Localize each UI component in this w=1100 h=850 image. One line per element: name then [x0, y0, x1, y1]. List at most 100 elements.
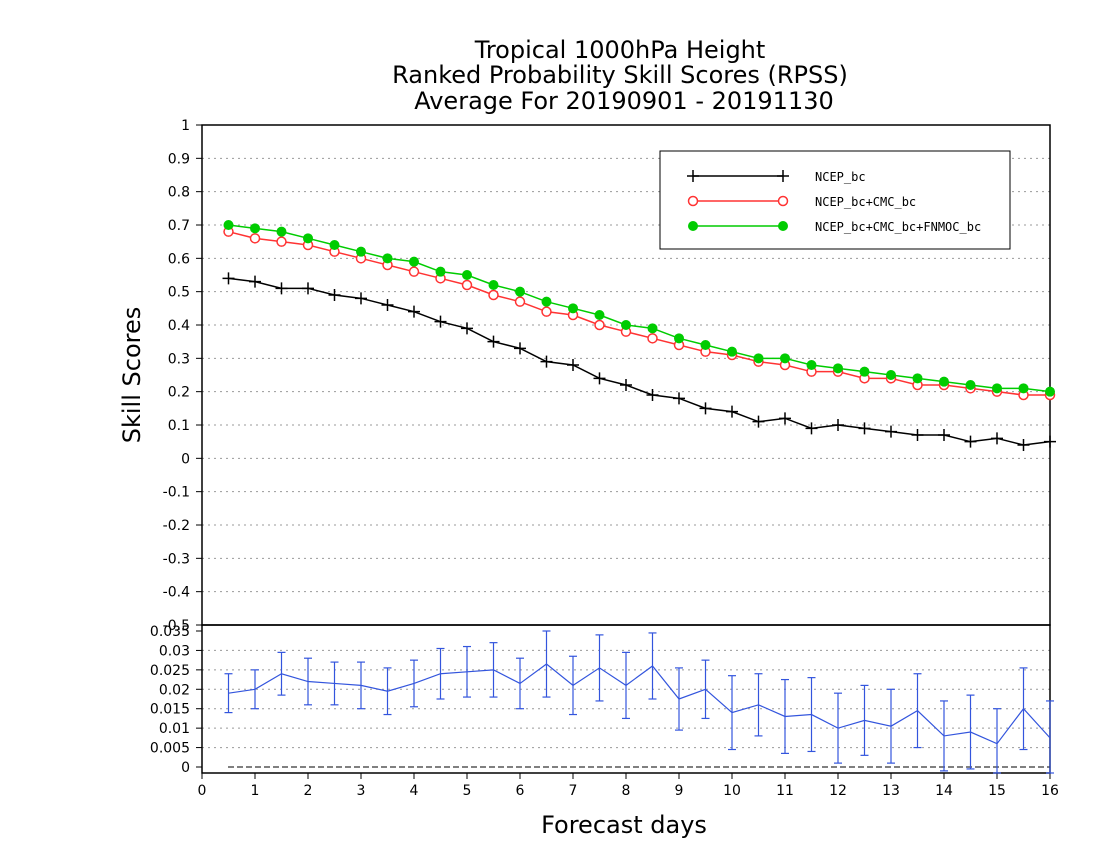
data-point — [939, 376, 949, 387]
data-point — [832, 419, 844, 431]
x-tick-label: 8 — [622, 783, 631, 799]
data-point — [461, 322, 473, 335]
y-tick-label: 0 — [181, 760, 190, 776]
x-tick-label: 1 — [251, 783, 260, 799]
error-bar — [913, 673, 922, 749]
data-point — [833, 363, 843, 374]
data-point — [1045, 386, 1055, 397]
data-point — [462, 270, 472, 280]
chart-title: Tropical 1000hPa Height Ranked Probabili… — [392, 36, 848, 115]
legend-label-ncep: NCEP_bc — [815, 170, 866, 184]
y-tick-label: 0.2 — [168, 385, 190, 401]
error-bar — [463, 645, 471, 698]
bottom-series-layer — [224, 630, 1054, 774]
x-tick-label: 2 — [304, 783, 313, 799]
error-bar — [940, 700, 948, 772]
error-bar — [1019, 667, 1028, 751]
data-point — [435, 266, 446, 277]
data-point — [858, 422, 871, 435]
data-point — [673, 392, 685, 405]
legend-marker-ncep-cmc-fnmoc-right — [778, 221, 788, 231]
data-point — [991, 432, 1003, 445]
data-point — [911, 429, 924, 441]
data-point — [382, 253, 393, 264]
data-point — [620, 379, 632, 391]
x-tick-label: 6 — [516, 783, 525, 799]
legend-box — [659, 150, 1011, 250]
y-tick-label: 0.9 — [168, 151, 190, 167]
data-point — [303, 233, 313, 244]
chart-title-line-1: Tropical 1000hPa Height — [474, 36, 766, 64]
data-point — [329, 240, 340, 250]
x-tick-label: 7 — [569, 783, 578, 799]
error-bar — [357, 661, 365, 710]
x-tick-label: 5 — [463, 783, 472, 799]
x-tick-label: 9 — [675, 783, 684, 799]
top-series-layer — [222, 220, 1056, 451]
x-axis-label: Forecast days — [541, 811, 707, 839]
data-point — [646, 389, 659, 401]
data-point — [409, 256, 419, 267]
data-point — [806, 360, 817, 370]
error-bar — [834, 692, 842, 764]
data-point — [302, 282, 314, 295]
x-tick-label: 14 — [935, 783, 953, 799]
data-point — [567, 359, 579, 371]
error-bar — [277, 651, 286, 696]
data-point — [461, 279, 473, 291]
data-point — [356, 246, 366, 257]
error-bar — [330, 661, 339, 706]
error-bar — [436, 647, 445, 700]
legend-label-ncep-cmc: NCEP_bc+CMC_bc — [815, 195, 916, 209]
legend-marker-ncep-plus-right — [777, 170, 789, 182]
data-point — [1044, 435, 1056, 448]
y-tick-label: 0.015 — [150, 702, 190, 718]
y-tick-label: 0.1 — [168, 418, 190, 434]
data-point — [250, 223, 260, 234]
error-bar — [516, 657, 524, 710]
data-point — [647, 323, 658, 334]
y-tick-label: 0.6 — [168, 251, 190, 267]
bottom-series-line — [228, 663, 1051, 745]
data-point — [355, 292, 367, 305]
error-bar — [728, 675, 736, 751]
data-point — [964, 435, 977, 448]
data-point — [434, 315, 447, 328]
error-bar — [251, 669, 259, 710]
data-point — [965, 380, 976, 390]
y-tick-label: 0.005 — [150, 741, 190, 757]
legend-marker-ncep-cmc-left — [687, 195, 699, 207]
data-point — [275, 282, 288, 295]
y-tick-label: 0.02 — [159, 682, 190, 698]
data-point — [727, 346, 737, 357]
data-point — [541, 296, 552, 307]
data-point — [859, 366, 870, 377]
data-point — [992, 383, 1002, 394]
error-bar — [675, 667, 683, 731]
data-point — [700, 340, 711, 350]
error-bar — [887, 688, 895, 764]
data-point — [488, 280, 499, 290]
data-point — [886, 370, 896, 380]
y-tick-label: -0.1 — [163, 485, 190, 501]
error-bar — [383, 667, 392, 716]
top-y-axis-ticks: 1 0.9 0.8 0.7 0.6 0.5 0.4 0.3 0.2 0.1 0 -0.1 -0.2 -0.… — [163, 118, 202, 634]
data-point — [647, 333, 658, 344]
data-point — [515, 286, 525, 297]
data-point — [1018, 383, 1029, 394]
data-point — [594, 310, 605, 320]
data-point — [726, 405, 738, 418]
error-bar — [489, 642, 498, 698]
data-point — [568, 303, 578, 314]
x-tick-label: 16 — [1041, 783, 1059, 799]
error-bar — [966, 694, 975, 770]
legend-marker-ncep-cmc-fnmoc-left — [688, 221, 698, 231]
series-line — [228, 230, 1050, 396]
series-line — [228, 277, 1051, 446]
data-point — [1017, 439, 1030, 451]
y-tick-label: 0.025 — [150, 663, 190, 679]
y-tick-label: 0.3 — [168, 351, 190, 367]
error-bar — [1046, 700, 1054, 774]
y-tick-label: -0.2 — [163, 518, 190, 534]
